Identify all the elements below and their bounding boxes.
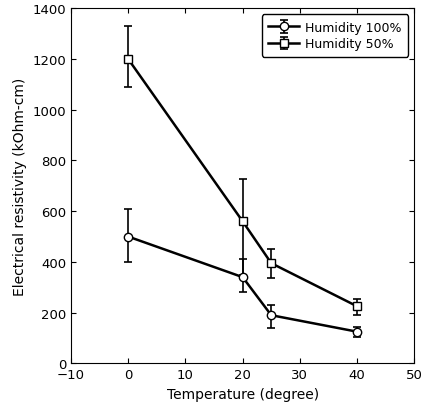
Legend: Humidity 100%, Humidity 50%: Humidity 100%, Humidity 50% <box>261 15 407 58</box>
X-axis label: Temperature (degree): Temperature (degree) <box>166 387 318 401</box>
Y-axis label: Electrical resistivity (kOhm-cm): Electrical resistivity (kOhm-cm) <box>13 77 27 295</box>
